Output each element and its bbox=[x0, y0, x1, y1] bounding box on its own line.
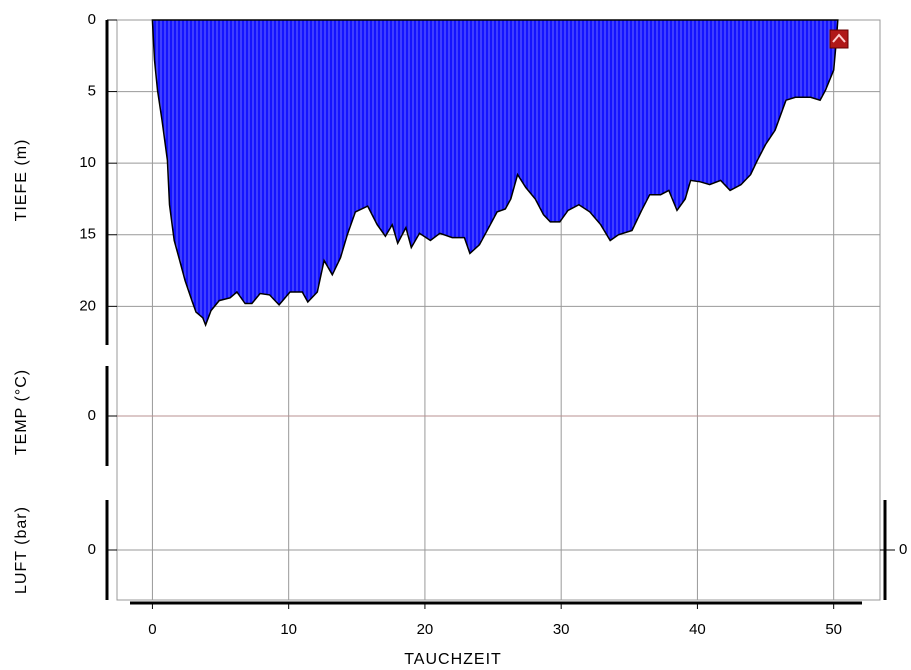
depth-area bbox=[151, 19, 839, 328]
x-tick-label: 20 bbox=[417, 621, 434, 638]
depth-axis-label: TIEFE (m) bbox=[13, 139, 30, 222]
y-tick-label: 10 bbox=[79, 154, 96, 171]
x-axis-label: TAUCHZEIT bbox=[404, 651, 502, 668]
x-tick-label: 0 bbox=[148, 621, 156, 638]
x-tick-label: 10 bbox=[280, 621, 297, 638]
y-tick-label: 20 bbox=[79, 297, 96, 314]
x-tick-label: 40 bbox=[689, 621, 706, 638]
air-axis-label: LUFT (bar) bbox=[13, 506, 30, 594]
temp-axis-label: TEMP (°C) bbox=[13, 369, 30, 455]
y-tick-label: 15 bbox=[79, 226, 96, 243]
marks bbox=[151, 19, 839, 328]
y-tick-label: 5 bbox=[88, 83, 96, 100]
y2-tick-label: 0 bbox=[899, 541, 907, 558]
y-tick-label: 0 bbox=[88, 407, 96, 424]
y-tick-label: 0 bbox=[88, 541, 96, 558]
marker-icon bbox=[829, 29, 849, 49]
y-tick-label: 0 bbox=[88, 11, 96, 28]
x-tick-label: 50 bbox=[825, 621, 842, 638]
x-tick-label: 30 bbox=[553, 621, 570, 638]
axes: 0 10 20 30 40 50 0 5 10 15 20 0 0 0 bbox=[79, 11, 907, 638]
